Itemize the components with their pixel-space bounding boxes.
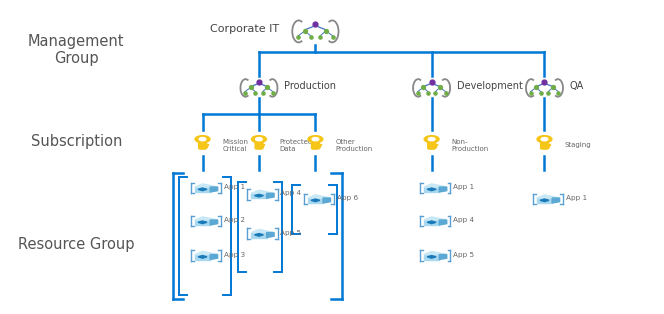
Circle shape: [428, 138, 435, 141]
Polygon shape: [205, 144, 208, 145]
Circle shape: [252, 136, 266, 143]
Text: Subscription: Subscription: [31, 134, 122, 149]
FancyBboxPatch shape: [428, 140, 436, 149]
Polygon shape: [537, 198, 552, 203]
Text: QA: QA: [570, 81, 584, 91]
Polygon shape: [311, 199, 320, 202]
Polygon shape: [251, 230, 274, 233]
Circle shape: [541, 138, 548, 141]
Polygon shape: [440, 187, 447, 192]
Text: App 5: App 5: [453, 252, 474, 258]
Text: App 1: App 1: [224, 184, 245, 190]
Polygon shape: [323, 198, 331, 203]
Polygon shape: [424, 220, 440, 225]
Polygon shape: [195, 220, 210, 225]
FancyBboxPatch shape: [540, 140, 548, 149]
Polygon shape: [254, 234, 264, 236]
Text: App 3: App 3: [224, 252, 245, 258]
Polygon shape: [198, 256, 207, 258]
Polygon shape: [307, 195, 331, 198]
Text: App 6: App 6: [337, 195, 358, 201]
Circle shape: [195, 136, 210, 143]
Circle shape: [312, 138, 319, 141]
Circle shape: [537, 136, 552, 143]
Circle shape: [256, 138, 262, 141]
Polygon shape: [440, 255, 447, 260]
Polygon shape: [251, 233, 267, 238]
Circle shape: [308, 136, 323, 143]
Polygon shape: [205, 146, 207, 147]
Polygon shape: [427, 221, 436, 224]
Text: App 4: App 4: [453, 217, 474, 223]
Polygon shape: [307, 198, 323, 203]
Polygon shape: [261, 144, 264, 145]
FancyBboxPatch shape: [311, 140, 319, 149]
Polygon shape: [537, 195, 560, 198]
Text: Production: Production: [284, 81, 336, 91]
Polygon shape: [434, 146, 436, 147]
Text: Development: Development: [457, 81, 523, 91]
Circle shape: [199, 138, 206, 141]
Polygon shape: [317, 146, 320, 147]
Text: App 5: App 5: [280, 230, 301, 236]
Polygon shape: [198, 188, 207, 191]
Text: App 2: App 2: [224, 217, 245, 223]
Text: Non-
Production: Non- Production: [452, 139, 489, 152]
Polygon shape: [195, 255, 210, 260]
Polygon shape: [210, 187, 218, 192]
Polygon shape: [198, 221, 207, 224]
Polygon shape: [434, 144, 437, 145]
Text: Management
Group: Management Group: [28, 34, 125, 67]
Polygon shape: [440, 220, 447, 225]
Polygon shape: [267, 233, 274, 238]
Text: Other
Production: Other Production: [335, 139, 373, 152]
Polygon shape: [254, 194, 264, 197]
Polygon shape: [540, 199, 549, 202]
Polygon shape: [317, 144, 321, 145]
Polygon shape: [210, 220, 218, 225]
Text: App 1: App 1: [453, 184, 474, 190]
Polygon shape: [195, 184, 218, 187]
Polygon shape: [424, 187, 440, 192]
Polygon shape: [267, 193, 274, 198]
FancyBboxPatch shape: [199, 140, 207, 149]
Text: Protected
Data: Protected Data: [279, 139, 312, 152]
Polygon shape: [427, 188, 436, 191]
Polygon shape: [251, 193, 267, 198]
Circle shape: [424, 136, 439, 143]
Text: Resource Group: Resource Group: [18, 237, 135, 252]
Polygon shape: [552, 198, 560, 203]
Polygon shape: [261, 146, 264, 147]
Polygon shape: [424, 184, 447, 187]
Polygon shape: [251, 190, 274, 193]
Polygon shape: [195, 217, 218, 220]
Polygon shape: [195, 252, 218, 255]
Text: Staging: Staging: [564, 142, 591, 149]
Polygon shape: [546, 144, 550, 145]
Polygon shape: [427, 256, 436, 258]
Polygon shape: [546, 146, 549, 147]
FancyBboxPatch shape: [255, 140, 263, 149]
Polygon shape: [195, 187, 210, 192]
Polygon shape: [424, 217, 447, 220]
Polygon shape: [424, 252, 447, 255]
Text: App 1: App 1: [566, 195, 587, 201]
Text: App 4: App 4: [280, 190, 301, 197]
Polygon shape: [210, 255, 218, 260]
Text: Mission
Critical: Mission Critical: [222, 139, 248, 152]
Polygon shape: [424, 255, 440, 260]
Text: Corporate IT: Corporate IT: [210, 24, 279, 34]
